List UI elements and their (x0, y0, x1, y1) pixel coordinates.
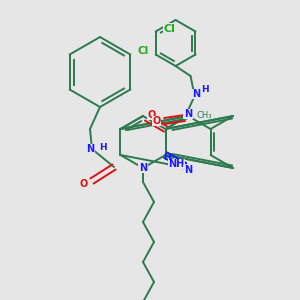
Text: O: O (80, 179, 88, 189)
Text: NH: NH (168, 159, 185, 169)
Text: N: N (86, 144, 94, 154)
Text: O: O (152, 116, 161, 126)
Text: H: H (99, 142, 106, 152)
Text: O: O (147, 110, 156, 120)
Text: Cl: Cl (164, 23, 176, 34)
Text: N: N (139, 163, 147, 173)
Text: Cl: Cl (138, 46, 149, 56)
Text: H: H (201, 85, 208, 94)
Text: CH₃: CH₃ (196, 112, 212, 121)
Text: N: N (184, 109, 192, 119)
Text: H: H (163, 154, 170, 163)
Text: N: N (184, 165, 192, 175)
Text: N: N (193, 89, 201, 99)
